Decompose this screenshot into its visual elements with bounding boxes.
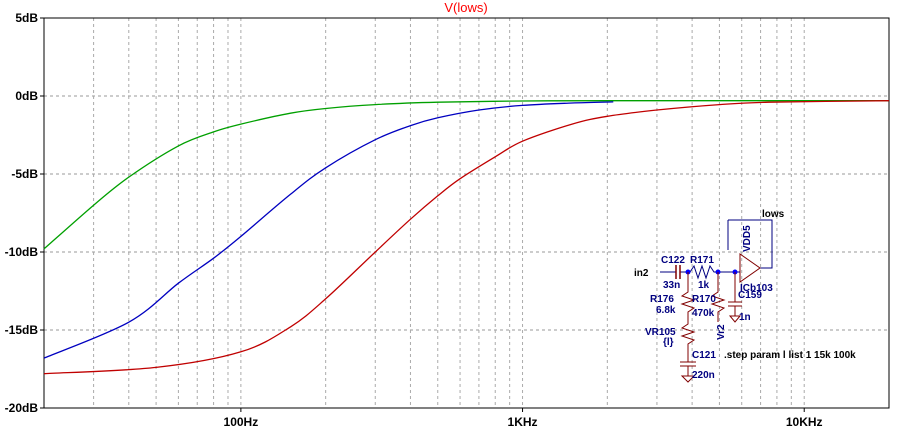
x-tick-label: 1KHz	[508, 415, 538, 429]
label-c122: C122	[661, 255, 685, 266]
x-axis: 100Hz 1KHz 10KHz	[224, 408, 823, 429]
label-vr105-val: {l}	[663, 337, 674, 348]
y-axis: 5dB 0dB -5dB -10dB -15dB -20dB	[5, 11, 44, 415]
label-r176-val: 6.8k	[656, 305, 676, 316]
label-c121: C121	[692, 350, 716, 361]
label-c121-val: 220n	[692, 370, 715, 381]
label-r170: R170	[692, 294, 716, 305]
label-vr2: Vr2	[716, 324, 727, 340]
plot-frame	[43, 17, 890, 409]
x-tick-label: 100Hz	[224, 415, 259, 429]
output-wire	[727, 219, 773, 269]
label-in2: in2	[634, 268, 649, 279]
label-c159: C159	[738, 290, 762, 301]
x-tick-label: 10KHz	[786, 415, 823, 429]
label-lows: lows	[762, 209, 785, 220]
series-line-3	[43, 100, 890, 375]
y-tick-label: -5dB	[11, 167, 38, 181]
y-tick-label: 5dB	[15, 11, 38, 25]
label-vr105: VR105	[645, 327, 676, 338]
input-wire	[660, 264, 740, 280]
resistor-r170	[710, 272, 726, 322]
label-r170-val: 470k	[692, 308, 715, 319]
capacitor-c121	[680, 354, 696, 383]
grid-lines	[44, 18, 889, 408]
label-c122-val: 33n	[663, 280, 680, 291]
y-tick-label: -15dB	[5, 323, 39, 337]
capacitor-c122	[675, 265, 681, 279]
resistor-r176	[680, 272, 696, 354]
label-r176: R176	[650, 294, 674, 305]
label-c159-val: 1n	[739, 312, 751, 323]
capacitor-c159	[728, 272, 742, 323]
schematic: lows VDD5 in2 C122 33n R171 1k ICb103 R1…	[634, 209, 856, 383]
y-tick-label: 0dB	[15, 89, 38, 103]
label-step-directive: .step param l list 1 15k 100k	[724, 350, 856, 361]
label-vdd5: VDD5	[742, 225, 753, 252]
label-r171: R171	[690, 255, 714, 266]
series-line-2	[43, 101, 614, 359]
series-line-1	[43, 100, 889, 250]
series-group	[43, 100, 890, 375]
opamp-symbol	[739, 253, 761, 283]
chart-title: V(lows)	[444, 0, 487, 15]
label-r171-val: 1k	[698, 280, 710, 291]
label-cb103: ICb103	[740, 283, 773, 294]
y-tick-label: -20dB	[5, 401, 39, 415]
y-tick-label: -10dB	[5, 245, 39, 259]
